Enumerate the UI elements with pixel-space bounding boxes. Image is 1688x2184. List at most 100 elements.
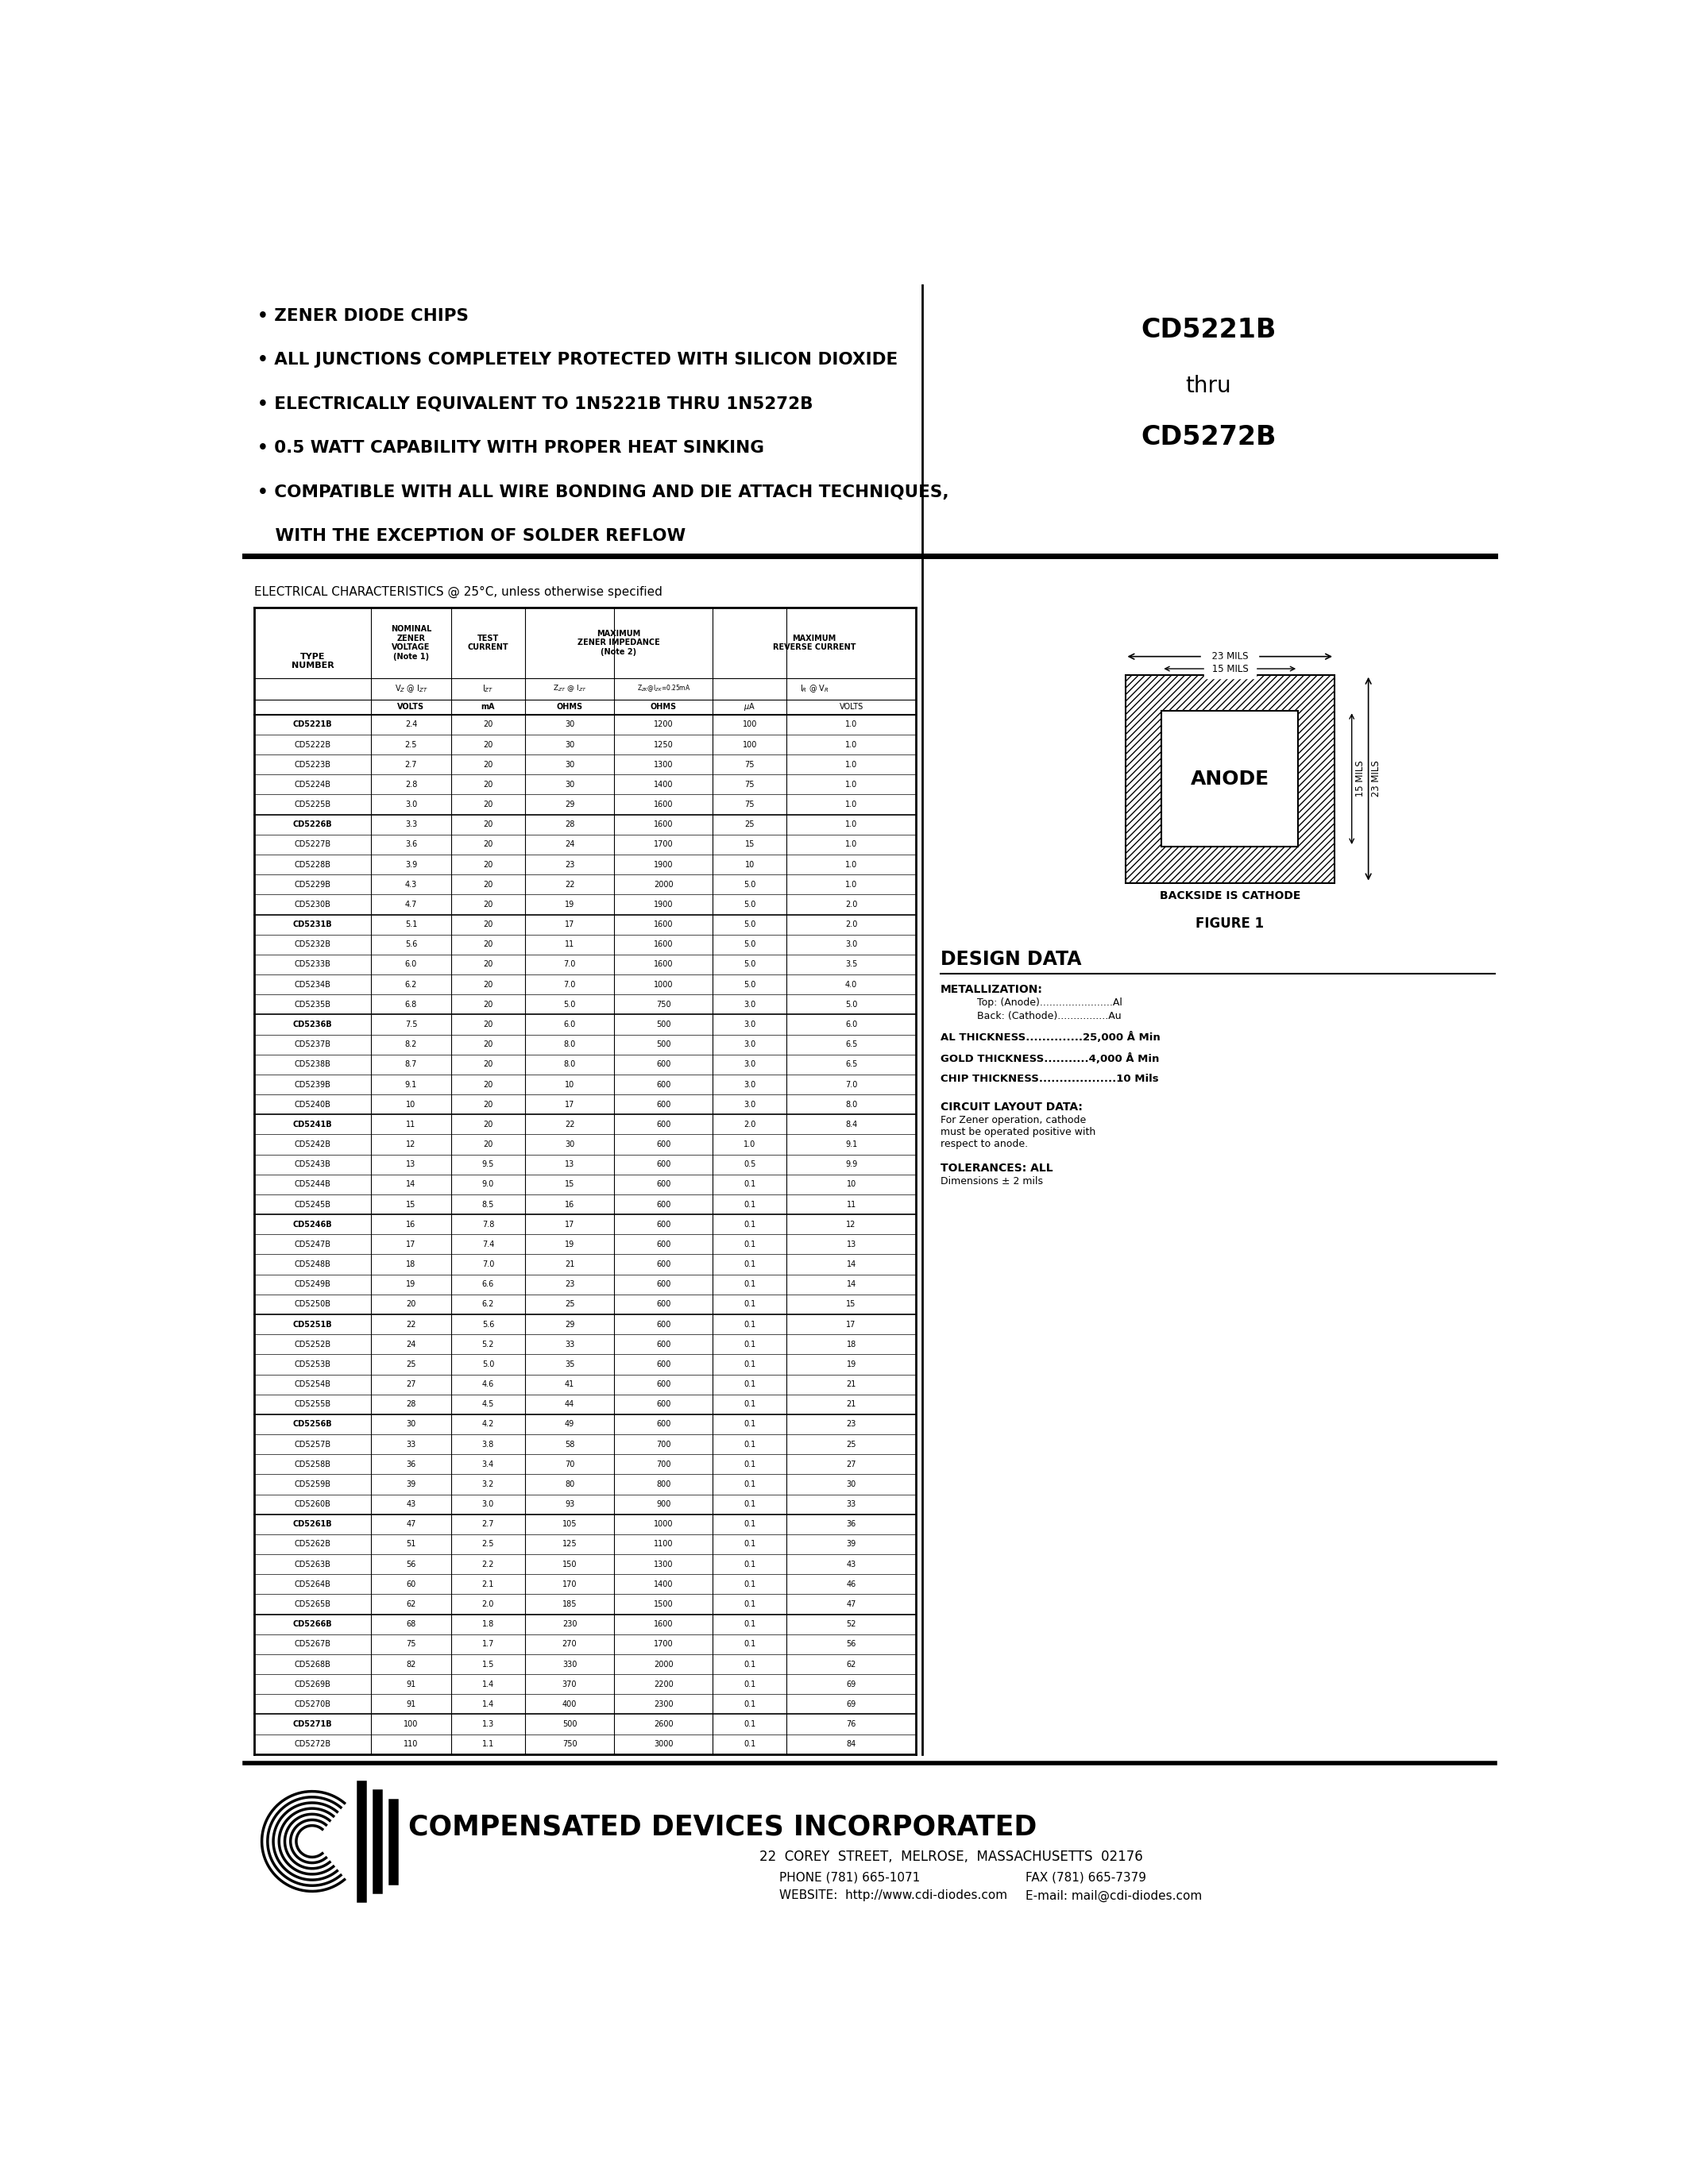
Text: 17: 17	[846, 1321, 856, 1328]
Text: 1600: 1600	[653, 961, 674, 968]
Text: 20: 20	[483, 780, 493, 788]
Text: CD5241B: CD5241B	[294, 1120, 333, 1129]
Text: 2.0: 2.0	[846, 919, 858, 928]
Text: 6.5: 6.5	[846, 1061, 858, 1068]
Text: 7.4: 7.4	[483, 1241, 495, 1249]
Text: 41: 41	[565, 1380, 574, 1389]
Text: 23: 23	[846, 1420, 856, 1428]
Text: CD5256B: CD5256B	[294, 1420, 333, 1428]
Text: 0.1: 0.1	[744, 1621, 756, 1629]
Text: ELECTRICAL CHARACTERISTICS @ 25°C, unless otherwise specified: ELECTRICAL CHARACTERISTICS @ 25°C, unles…	[255, 585, 662, 598]
Text: 24: 24	[565, 841, 574, 850]
Text: 0.1: 0.1	[744, 1559, 756, 1568]
Text: 22  COREY  STREET,  MELROSE,  MASSACHUSETTS  02176: 22 COREY STREET, MELROSE, MASSACHUSETTS …	[760, 1850, 1143, 1863]
Text: 28: 28	[407, 1400, 415, 1409]
Text: CD5252B: CD5252B	[294, 1341, 331, 1348]
Text: CD5262B: CD5262B	[294, 1540, 331, 1548]
Text: 0.1: 0.1	[744, 1179, 756, 1188]
Text: 23 MILS: 23 MILS	[1371, 758, 1382, 799]
Text: 18: 18	[846, 1341, 856, 1348]
Text: 17: 17	[565, 919, 574, 928]
Text: CD5231B: CD5231B	[294, 919, 333, 928]
Text: 1000: 1000	[653, 1520, 674, 1529]
Text: 0.1: 0.1	[744, 1699, 756, 1708]
Text: 600: 600	[657, 1120, 670, 1129]
Text: CD5237B: CD5237B	[294, 1040, 331, 1048]
Text: 1600: 1600	[653, 919, 674, 928]
Text: 5.0: 5.0	[743, 981, 756, 989]
Text: 5.0: 5.0	[743, 919, 756, 928]
Text: 20: 20	[483, 900, 493, 909]
Text: 600: 600	[657, 1201, 670, 1208]
Text: 3.0: 3.0	[744, 1081, 756, 1088]
Bar	[1126, 675, 1335, 882]
Text: 15 MILS: 15 MILS	[1355, 758, 1366, 799]
Text: 1.0: 1.0	[744, 1140, 756, 1149]
Text: CD5222B: CD5222B	[294, 740, 331, 749]
Text: 20: 20	[483, 740, 493, 749]
Text: 20: 20	[483, 941, 493, 948]
Text: CD5250B: CD5250B	[294, 1299, 331, 1308]
Text: 1900: 1900	[653, 860, 674, 869]
Text: 600: 600	[657, 1280, 670, 1289]
Text: 19: 19	[565, 900, 574, 909]
Text: 10: 10	[846, 1179, 856, 1188]
Text: 12: 12	[846, 1221, 856, 1227]
Text: 22: 22	[564, 880, 574, 889]
Text: 5.6: 5.6	[405, 941, 417, 948]
Text: CD5271B: CD5271B	[294, 1721, 333, 1728]
Text: 7.5: 7.5	[405, 1020, 417, 1029]
Text: 100: 100	[403, 1721, 419, 1728]
Text: 47: 47	[846, 1601, 856, 1607]
Text: 69: 69	[846, 1699, 856, 1708]
Text: CD5272B: CD5272B	[294, 1741, 331, 1747]
Text: CD5264B: CD5264B	[294, 1581, 331, 1588]
Text: V$_Z$ @ I$_{ZT}$: V$_Z$ @ I$_{ZT}$	[395, 684, 427, 695]
Text: 7.0: 7.0	[564, 981, 576, 989]
Text: 600: 600	[657, 1260, 670, 1269]
Text: 3.0: 3.0	[744, 1000, 756, 1009]
Text: 600: 600	[657, 1341, 670, 1348]
Text: CD5268B: CD5268B	[294, 1660, 331, 1669]
Text: I$_{ZT}$: I$_{ZT}$	[483, 684, 493, 695]
Text: 150: 150	[562, 1559, 577, 1568]
Text: 25: 25	[744, 821, 755, 828]
Text: 29: 29	[565, 802, 574, 808]
Text: CD5225B: CD5225B	[294, 802, 331, 808]
Text: CD5235B: CD5235B	[294, 1000, 331, 1009]
Text: 600: 600	[657, 1179, 670, 1188]
Text: 84: 84	[846, 1741, 856, 1747]
Text: 17: 17	[407, 1241, 415, 1249]
Text: Top: (Anode).......................Al: Top: (Anode).......................Al	[977, 998, 1123, 1009]
Text: CD5240B: CD5240B	[294, 1101, 331, 1109]
Text: 5.0: 5.0	[743, 900, 756, 909]
Text: 2000: 2000	[653, 1660, 674, 1669]
Text: 3.0: 3.0	[405, 802, 417, 808]
Text: 6.0: 6.0	[405, 961, 417, 968]
Text: 15 MILS: 15 MILS	[1209, 664, 1251, 675]
Text: 600: 600	[657, 1221, 670, 1227]
Text: CD5267B: CD5267B	[294, 1640, 331, 1649]
Text: 9.1: 9.1	[846, 1140, 858, 1149]
Text: 2.1: 2.1	[483, 1581, 495, 1588]
Text: 20: 20	[483, 821, 493, 828]
Text: 21: 21	[846, 1400, 856, 1409]
Text: 91: 91	[407, 1699, 415, 1708]
Text: 1200: 1200	[653, 721, 674, 729]
Text: 0.1: 0.1	[744, 1241, 756, 1249]
Text: 1300: 1300	[653, 1559, 674, 1568]
Text: 20: 20	[483, 1020, 493, 1029]
Text: 0.1: 0.1	[744, 1420, 756, 1428]
Text: 500: 500	[657, 1040, 670, 1048]
Text: 3.0: 3.0	[744, 1101, 756, 1109]
Text: VOLTS: VOLTS	[839, 703, 863, 712]
Text: 600: 600	[657, 1081, 670, 1088]
Text: 0.1: 0.1	[744, 1439, 756, 1448]
Text: TEST
CURRENT: TEST CURRENT	[468, 633, 508, 651]
Text: CD5244B: CD5244B	[294, 1179, 331, 1188]
Text: 800: 800	[657, 1481, 670, 1487]
Text: 0.1: 0.1	[744, 1400, 756, 1409]
Text: 5.0: 5.0	[743, 880, 756, 889]
Text: CD5229B: CD5229B	[294, 880, 331, 889]
Text: 20: 20	[483, 919, 493, 928]
